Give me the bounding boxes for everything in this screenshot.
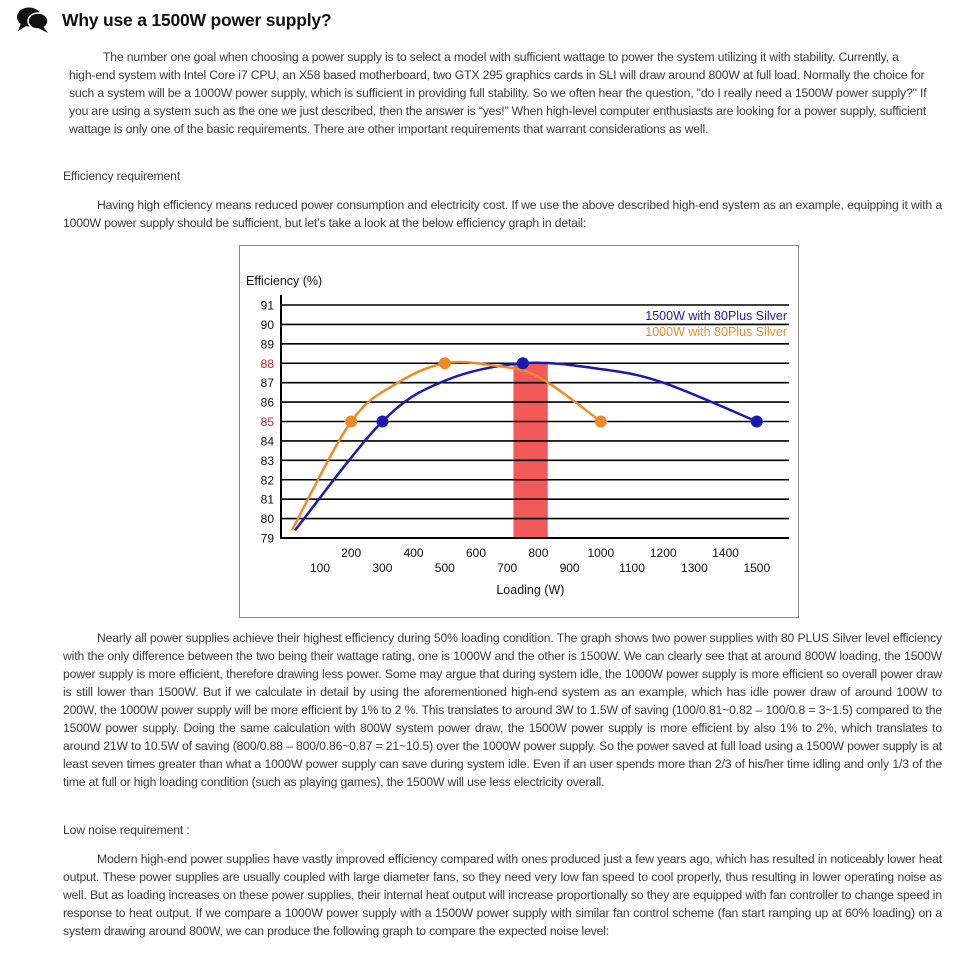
series-line-1000w bbox=[290, 360, 602, 531]
data-point bbox=[345, 415, 358, 428]
y-tick-label: 83 bbox=[261, 454, 275, 468]
y-tick-label: 79 bbox=[261, 532, 275, 546]
x-tick-label: 500 bbox=[435, 561, 455, 575]
y-tick-label: 80 bbox=[261, 512, 275, 526]
x-tick-label: 1500 bbox=[743, 561, 770, 575]
data-point bbox=[750, 415, 763, 428]
noise-body-paragraph: Modern high-end power supplies have vast… bbox=[63, 852, 942, 938]
x-tick-label: 1200 bbox=[650, 546, 677, 560]
article-header: Why use a 1500W power supply? bbox=[16, 6, 332, 34]
data-point bbox=[376, 415, 389, 428]
data-point bbox=[438, 357, 451, 370]
x-tick-label: 1400 bbox=[712, 546, 739, 560]
speech-bubbles-icon bbox=[17, 7, 49, 33]
x-tick-label: 900 bbox=[560, 561, 580, 575]
y-tick-label: 86 bbox=[261, 396, 275, 410]
y-tick-label: 91 bbox=[261, 299, 275, 313]
noise-heading: Low noise requirement : bbox=[63, 823, 190, 837]
y-tick-label: 89 bbox=[261, 337, 275, 351]
efficiency-intro-paragraph: Having high efficiency means reduced pow… bbox=[63, 198, 942, 230]
x-tick-label: 1100 bbox=[619, 561, 645, 575]
efficiency-chart: 91 90 89 88 87 86 85 84 83 82 81 80 79 Efficiency (%)… bbox=[239, 245, 799, 618]
x-tick-label: 1000 bbox=[587, 546, 614, 560]
x-tick-label: 100 bbox=[310, 561, 330, 575]
y-tick-label: 85 bbox=[261, 415, 275, 429]
x-axis-label: Loading (W) bbox=[496, 583, 564, 597]
efficiency-heading: Efficiency requirement bbox=[63, 169, 181, 183]
y-tick-label: 87 bbox=[261, 376, 275, 390]
data-point bbox=[594, 415, 607, 428]
y-tick-label: 90 bbox=[261, 318, 275, 332]
x-tick-label: 300 bbox=[372, 561, 392, 575]
x-tick-label: 400 bbox=[404, 546, 424, 560]
legend-entry: 1000W with 80Plus Silver bbox=[645, 325, 787, 339]
efficiency-chart-svg: 91 90 89 88 87 86 85 84 83 82 81 80 79 Efficiency (%)… bbox=[246, 274, 789, 597]
highlight-band bbox=[513, 363, 548, 538]
intro-paragraph: The number one goal when choosing a powe… bbox=[69, 50, 927, 136]
y-tick-label: 88 bbox=[261, 357, 275, 371]
x-tick-label: 600 bbox=[466, 546, 486, 560]
data-point bbox=[516, 357, 529, 370]
x-tick-label: 800 bbox=[528, 546, 548, 560]
x-tick-label: 200 bbox=[341, 546, 361, 560]
y-tick-label: 82 bbox=[261, 473, 275, 487]
y-tick-label: 84 bbox=[261, 434, 275, 448]
legend-entry: 1500W with 80Plus Silver bbox=[645, 309, 787, 323]
efficiency-body-paragraph: Nearly all power supplies achieve their … bbox=[63, 631, 942, 789]
page-title: Why use a 1500W power supply? bbox=[62, 9, 332, 30]
y-tick-label: 81 bbox=[261, 493, 275, 507]
x-tick-label: 700 bbox=[497, 561, 517, 575]
x-tick-label: 1300 bbox=[681, 561, 708, 575]
y-axis-label: Efficiency (%) bbox=[246, 274, 322, 288]
